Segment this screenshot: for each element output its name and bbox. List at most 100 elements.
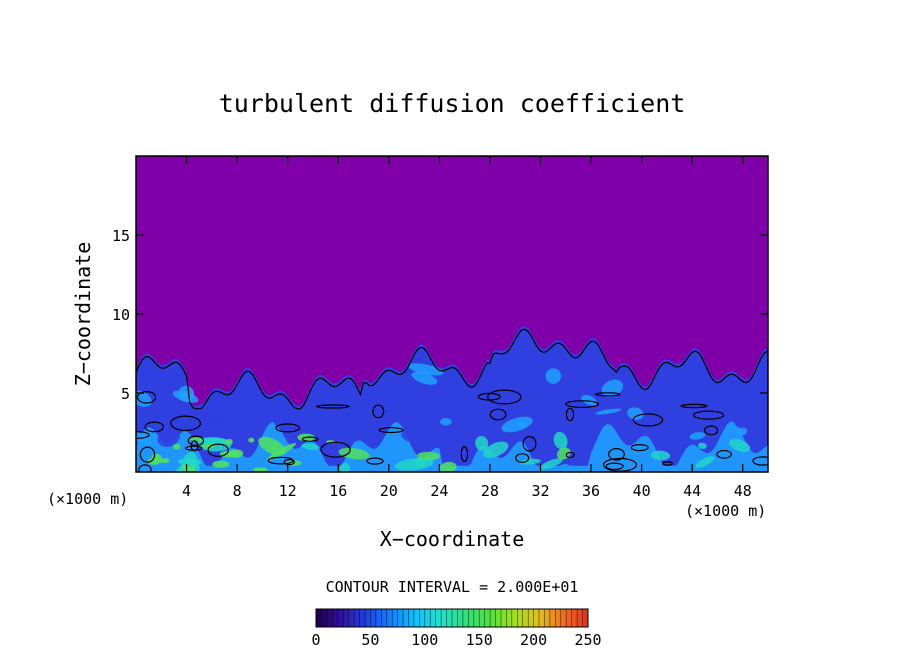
turbulent-eddy bbox=[411, 371, 438, 385]
turbulent-eddy bbox=[301, 443, 320, 450]
colorbar: 0 50 100 150 200 250 bbox=[311, 608, 602, 649]
x-axis-ticks: 4 8 12 16 20 24 28 32 36 40 44 48 bbox=[182, 156, 752, 500]
contour-line bbox=[565, 400, 599, 409]
turbulent-eddy bbox=[689, 432, 706, 440]
turbulent-eddy bbox=[737, 426, 748, 436]
turbulent-eddy bbox=[540, 458, 563, 470]
turbulent-peak bbox=[212, 460, 230, 468]
turbulent-eddy bbox=[199, 415, 234, 425]
contour-line bbox=[605, 462, 624, 471]
plot-area bbox=[135, 155, 769, 473]
contour-line bbox=[137, 390, 157, 404]
turbulent-eddy bbox=[157, 428, 180, 447]
colorbar-tick-label: 100 bbox=[411, 631, 438, 649]
contour-lines bbox=[136, 328, 768, 472]
x-tick-label: 24 bbox=[430, 482, 448, 500]
turbulent-eddy bbox=[516, 421, 527, 429]
contour-line bbox=[565, 407, 575, 422]
x-tick-label: 44 bbox=[683, 482, 701, 500]
colorbar-tick-labels: 0 50 100 150 200 250 bbox=[311, 631, 601, 649]
turbulent-eddy bbox=[483, 441, 509, 458]
contour-line bbox=[661, 461, 673, 466]
turbulent-eddy bbox=[595, 408, 622, 415]
turbulent-eddy bbox=[338, 447, 370, 460]
turbulent-eddy bbox=[581, 394, 597, 406]
turbulent-peak bbox=[219, 450, 239, 458]
turbulent-eddy bbox=[339, 386, 371, 406]
y-axis-ticks: 5 10 15 bbox=[112, 227, 768, 403]
contour-line bbox=[608, 447, 625, 461]
contour-line bbox=[170, 415, 202, 432]
colorbar-tick-label: 50 bbox=[361, 631, 379, 649]
x-tick-label: 12 bbox=[279, 482, 297, 500]
contour-line bbox=[136, 328, 768, 410]
x-unit-left-label: (×1000 m) bbox=[47, 490, 128, 508]
turbulent-eddy bbox=[339, 462, 350, 472]
x-tick-label: 4 bbox=[182, 482, 191, 500]
turbulent-eddy bbox=[729, 439, 751, 452]
contour-line bbox=[630, 444, 649, 452]
turbulent-layer bbox=[136, 326, 768, 472]
turbulent-peak bbox=[225, 438, 233, 445]
turbulent-peak bbox=[270, 445, 277, 450]
contour-line bbox=[632, 413, 664, 427]
turbulent-eddy bbox=[475, 436, 489, 451]
turbulent-peak bbox=[248, 437, 255, 443]
contour-line bbox=[372, 404, 385, 419]
contour-line bbox=[477, 392, 501, 401]
turbulent-eddy bbox=[394, 457, 434, 471]
turbulent-eddy bbox=[407, 363, 444, 376]
turbulent-eddy bbox=[695, 456, 715, 468]
contour-line bbox=[378, 427, 404, 434]
y-tick-label: 15 bbox=[112, 227, 130, 245]
colorbar-tick-label: 0 bbox=[311, 631, 320, 649]
contour-line bbox=[275, 423, 301, 433]
x-tick-label: 40 bbox=[633, 482, 651, 500]
x-tick-label: 32 bbox=[531, 482, 549, 500]
contour-line bbox=[139, 446, 156, 463]
turbulent-eddy bbox=[553, 431, 568, 450]
colorbar-tick-label: 200 bbox=[520, 631, 547, 649]
contour-line bbox=[283, 459, 295, 466]
turbulent-eddy bbox=[290, 411, 324, 433]
contour-line bbox=[316, 404, 350, 409]
contour-interval-label: CONTOUR INTERVAL = 2.000E+01 bbox=[326, 578, 579, 596]
turbulent-peak bbox=[189, 437, 204, 441]
turbulent-eddy bbox=[545, 368, 562, 384]
turbulent-peak bbox=[161, 458, 170, 464]
turbulent-eddy bbox=[734, 419, 754, 429]
turbulent-eddy bbox=[686, 363, 707, 381]
contour-line bbox=[680, 403, 708, 409]
contour-line bbox=[301, 436, 319, 442]
contour-line bbox=[487, 389, 522, 405]
x-tick-label: 8 bbox=[233, 482, 242, 500]
contour-line bbox=[602, 457, 638, 472]
turbulent-eddy bbox=[651, 450, 671, 461]
turbulent-peak bbox=[151, 453, 162, 462]
turbulent-peak bbox=[253, 467, 268, 472]
turbulent-eddy bbox=[439, 461, 457, 472]
y-tick-label: 5 bbox=[121, 385, 130, 403]
contour-line bbox=[515, 453, 530, 464]
contour-line bbox=[366, 457, 384, 465]
colorbar-tick-label: 250 bbox=[574, 631, 601, 649]
x-tick-label: 20 bbox=[380, 482, 398, 500]
contour-line bbox=[703, 425, 719, 436]
contour-line bbox=[460, 446, 469, 463]
contour-line bbox=[692, 410, 725, 420]
y-axis-label: Z−coordinate bbox=[71, 242, 95, 387]
contour-line bbox=[320, 441, 351, 458]
turbulent-eddy bbox=[598, 394, 623, 406]
contour-line bbox=[594, 392, 621, 397]
x-axis-label: X−coordinate bbox=[380, 527, 525, 551]
x-tick-label: 28 bbox=[481, 482, 499, 500]
chart-title: turbulent diffusion coefficient bbox=[219, 89, 686, 118]
contour-line bbox=[565, 451, 575, 459]
contour-line bbox=[752, 456, 768, 466]
contour-line bbox=[207, 443, 229, 457]
turbulent-eddy bbox=[197, 403, 227, 416]
y-tick-label: 10 bbox=[112, 306, 130, 324]
turbulent-peak bbox=[173, 443, 181, 450]
turbulent-eddy bbox=[416, 451, 441, 461]
